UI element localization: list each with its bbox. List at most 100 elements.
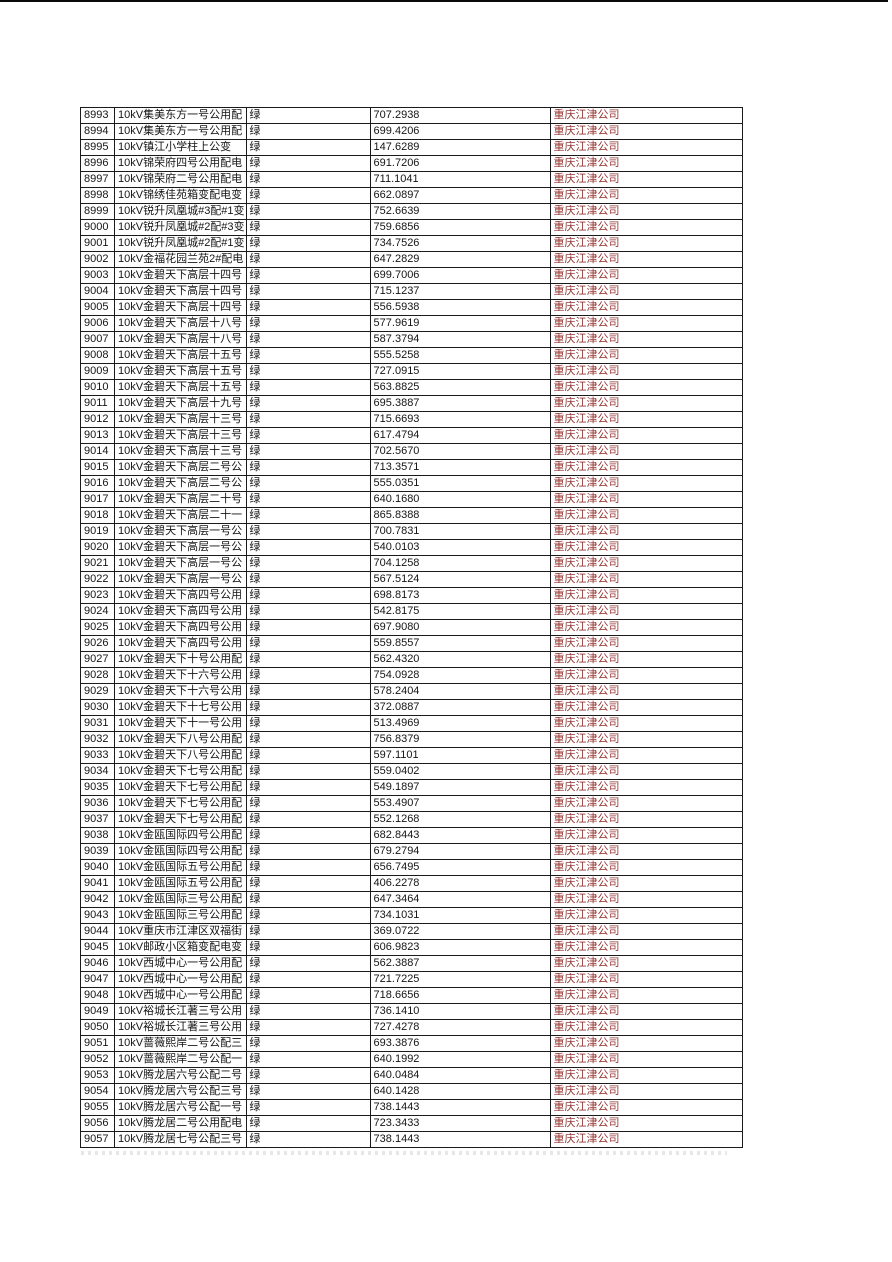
cell-company: 重庆江津公司 <box>549 443 743 460</box>
cell-status: 绿 <box>245 1003 371 1020</box>
table-row: 9052 10kV蔷薇熙岸二号公配一 绿 640.1992 重庆江津公司 <box>80 1051 743 1068</box>
cell-company: 重庆江津公司 <box>549 859 743 876</box>
cell-status: 绿 <box>245 1067 371 1084</box>
cell-feeder-name: 10kV金碧天下高层十八号 <box>114 315 247 332</box>
cell-value: 553.4907 <box>369 795 551 812</box>
record-table: 8993 10kV集美东方一号公用配 绿 707.2938 重庆江津公司 899… <box>80 107 743 1148</box>
cell-status: 绿 <box>245 635 371 652</box>
table-row: 8998 10kV锦绣佳苑箱变配电变 绿 662.0897 重庆江津公司 <box>80 187 743 204</box>
cell-status: 绿 <box>245 219 371 236</box>
cell-row-id: 9027 <box>80 651 115 668</box>
table-row: 8995 10kV镇江小学柱上公变 绿 147.6289 重庆江津公司 <box>80 139 743 156</box>
table-row: 9023 10kV金碧天下高四号公用 绿 698.8173 重庆江津公司 <box>80 587 743 604</box>
cell-value: 721.7225 <box>369 971 551 988</box>
cell-row-id: 9010 <box>80 379 115 396</box>
table-row: 9047 10kV西城中心一号公用配 绿 721.7225 重庆江津公司 <box>80 971 743 988</box>
cell-value: 734.1031 <box>369 907 551 924</box>
cell-feeder-name: 10kV金碧天下八号公用配 <box>114 731 247 748</box>
cell-feeder-name: 10kV金碧天下八号公用配 <box>114 747 247 764</box>
cell-row-id: 9053 <box>80 1067 115 1084</box>
cell-value: 587.3794 <box>369 331 551 348</box>
cell-status: 绿 <box>245 667 371 684</box>
cell-company: 重庆江津公司 <box>549 491 743 508</box>
cell-value: 759.6856 <box>369 219 551 236</box>
cell-row-id: 9025 <box>80 619 115 636</box>
cell-company: 重庆江津公司 <box>549 619 743 636</box>
cell-status: 绿 <box>245 795 371 812</box>
cell-value: 555.0351 <box>369 475 551 492</box>
cell-value: 691.7206 <box>369 155 551 172</box>
cell-company: 重庆江津公司 <box>549 587 743 604</box>
cell-value: 577.9619 <box>369 315 551 332</box>
table-row: 9034 10kV金碧天下七号公用配 绿 559.0402 重庆江津公司 <box>80 763 743 780</box>
cell-value: 640.1680 <box>369 491 551 508</box>
table-row: 9012 10kV金碧天下高层十三号 绿 715.6693 重庆江津公司 <box>80 411 743 428</box>
cell-row-id: 9006 <box>80 315 115 332</box>
table-row: 9004 10kV金碧天下高层十四号 绿 715.1237 重庆江津公司 <box>80 283 743 300</box>
cell-feeder-name: 10kV腾龙居六号公配二号 <box>114 1067 247 1084</box>
cell-value: 662.0897 <box>369 187 551 204</box>
cell-value: 606.9823 <box>369 939 551 956</box>
cell-row-id: 9042 <box>80 891 115 908</box>
table-row: 9040 10kV金瓯国际五号公用配 绿 656.7495 重庆江津公司 <box>80 859 743 876</box>
cell-feeder-name: 10kV金碧天下十一号公用 <box>114 715 247 732</box>
cell-feeder-name: 10kV蔷薇熙岸二号公配一 <box>114 1051 247 1068</box>
cell-feeder-name: 10kV金瓯国际三号公用配 <box>114 891 247 908</box>
cell-row-id: 8994 <box>80 123 115 140</box>
cell-status: 绿 <box>245 267 371 284</box>
cell-status: 绿 <box>245 1083 371 1100</box>
cell-row-id: 9001 <box>80 235 115 252</box>
cell-status: 绿 <box>245 203 371 220</box>
cell-row-id: 9045 <box>80 939 115 956</box>
cell-feeder-name: 10kV裕城长江著三号公用 <box>114 1003 247 1020</box>
cell-company: 重庆江津公司 <box>549 747 743 764</box>
cell-company: 重庆江津公司 <box>549 1083 743 1100</box>
cell-value: 718.6656 <box>369 987 551 1004</box>
cell-feeder-name: 10kV金碧天下高层二号公 <box>114 459 247 476</box>
cell-row-id: 9018 <box>80 507 115 524</box>
cell-company: 重庆江津公司 <box>549 987 743 1004</box>
cell-feeder-name: 10kV镇江小学柱上公变 <box>114 139 247 156</box>
cell-feeder-name: 10kV重庆市江津区双福街 <box>114 923 247 940</box>
cell-row-id: 8995 <box>80 139 115 156</box>
table-row: 9008 10kV金碧天下高层十五号 绿 555.5258 重庆江津公司 <box>80 347 743 364</box>
table-row: 9033 10kV金碧天下八号公用配 绿 597.1101 重庆江津公司 <box>80 747 743 764</box>
table-row: 9010 10kV金碧天下高层十五号 绿 563.8825 重庆江津公司 <box>80 379 743 396</box>
cell-row-id: 9043 <box>80 907 115 924</box>
cell-feeder-name: 10kV金碧天下高层十三号 <box>114 411 247 428</box>
cell-feeder-name: 10kV金瓯国际四号公用配 <box>114 843 247 860</box>
cell-value: 562.4320 <box>369 651 551 668</box>
cell-value: 513.4969 <box>369 715 551 732</box>
table-row: 9006 10kV金碧天下高层十八号 绿 577.9619 重庆江津公司 <box>80 315 743 332</box>
cell-company: 重庆江津公司 <box>549 843 743 860</box>
cell-value: 711.1041 <box>369 171 551 188</box>
cell-row-id: 9008 <box>80 347 115 364</box>
cell-row-id: 9040 <box>80 859 115 876</box>
cell-feeder-name: 10kV金碧天下高层一号公 <box>114 555 247 572</box>
cell-value: 727.0915 <box>369 363 551 380</box>
cell-value: 549.1897 <box>369 779 551 796</box>
cell-row-id: 9002 <box>80 251 115 268</box>
cell-status: 绿 <box>245 683 371 700</box>
table-row: 9020 10kV金碧天下高层一号公 绿 540.0103 重庆江津公司 <box>80 539 743 556</box>
cell-status: 绿 <box>245 747 371 764</box>
cell-feeder-name: 10kV金碧天下高层二号公 <box>114 475 247 492</box>
cell-value: 752.6639 <box>369 203 551 220</box>
table-row: 9043 10kV金瓯国际三号公用配 绿 734.1031 重庆江津公司 <box>80 907 743 924</box>
cell-company: 重庆江津公司 <box>549 235 743 252</box>
cell-value: 756.8379 <box>369 731 551 748</box>
table-row: 9029 10kV金碧天下十六号公用 绿 578.2404 重庆江津公司 <box>80 683 743 700</box>
table-row: 9013 10kV金碧天下高层十三号 绿 617.4794 重庆江津公司 <box>80 427 743 444</box>
cell-company: 重庆江津公司 <box>549 331 743 348</box>
cell-feeder-name: 10kV金碧天下高层十五号 <box>114 363 247 380</box>
cell-row-id: 8997 <box>80 171 115 188</box>
cell-status: 绿 <box>245 811 371 828</box>
cell-value: 715.6693 <box>369 411 551 428</box>
cell-row-id: 9004 <box>80 283 115 300</box>
cell-company: 重庆江津公司 <box>549 1067 743 1084</box>
cell-value: 754.0928 <box>369 667 551 684</box>
cell-company: 重庆江津公司 <box>549 107 743 124</box>
cell-status: 绿 <box>245 1035 371 1052</box>
cell-feeder-name: 10kV锦绣佳苑箱变配电变 <box>114 187 247 204</box>
page-top-rule <box>0 0 888 2</box>
